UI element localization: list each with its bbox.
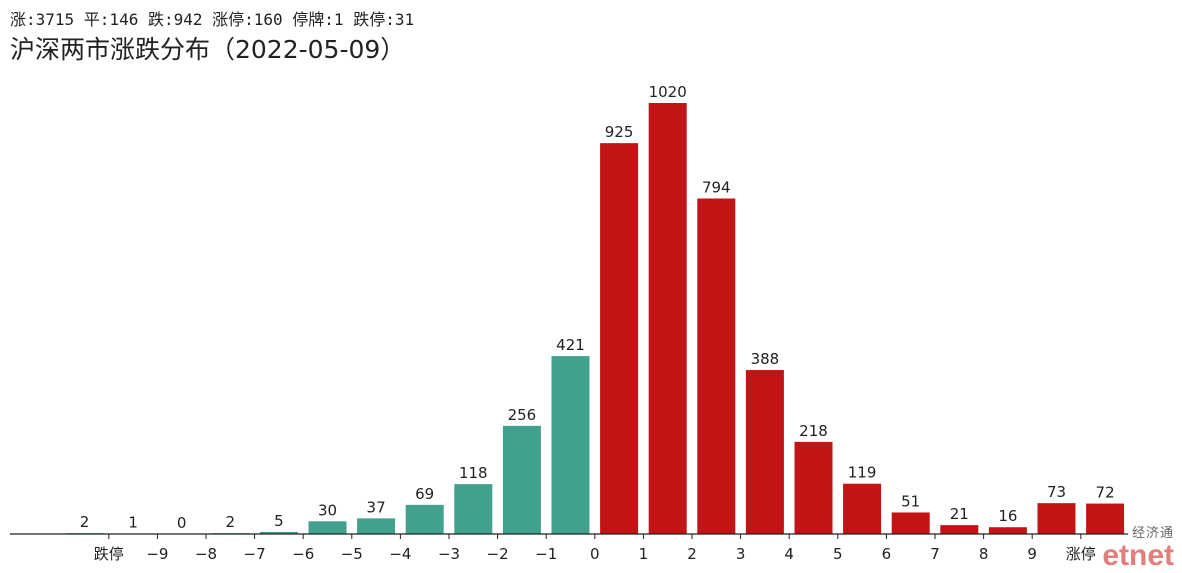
bar-value-label: 16 xyxy=(998,507,1017,525)
etnet-logo: 经济通 etnet xyxy=(1102,527,1174,571)
x-tick-label: −3 xyxy=(438,545,460,563)
x-tick-label: −9 xyxy=(146,545,168,563)
bar-value-label: 118 xyxy=(459,464,488,482)
logo-en-text: etnet xyxy=(1102,539,1174,572)
x-tick-label: −1 xyxy=(535,545,557,563)
bar-value-label: 5 xyxy=(274,512,284,530)
bar-value-label: 218 xyxy=(799,422,828,440)
bar-8 xyxy=(454,484,493,534)
bar-5 xyxy=(308,521,347,534)
bar-9 xyxy=(502,425,541,534)
bar-value-label: 388 xyxy=(751,350,780,368)
x-tick-label: −2 xyxy=(487,545,509,563)
x-tick-label: 8 xyxy=(979,545,989,563)
bar-10 xyxy=(551,356,590,534)
logo-cn-text: 经济通 xyxy=(1131,526,1174,541)
x-tick-label: 1 xyxy=(639,545,649,563)
bar-value-label: 72 xyxy=(1096,484,1115,502)
x-tick-label: 5 xyxy=(833,545,843,563)
bar-value-label: 256 xyxy=(508,406,537,424)
bar-20 xyxy=(1037,503,1076,534)
bar-18 xyxy=(940,525,979,534)
bar-11 xyxy=(600,143,639,534)
bar-7 xyxy=(405,504,444,534)
x-tick-label: 9 xyxy=(1027,545,1037,563)
bar-12 xyxy=(648,103,687,534)
x-tick-label: 6 xyxy=(882,545,892,563)
bar-17 xyxy=(891,512,930,534)
bar-15 xyxy=(794,441,833,534)
bars-group xyxy=(65,103,1125,534)
bar-value-label: 925 xyxy=(605,123,634,141)
x-tick-label: 2 xyxy=(687,545,697,563)
bar-value-label: 51 xyxy=(901,492,920,510)
bar-value-label: 2 xyxy=(80,513,90,531)
bar-value-label: 30 xyxy=(318,501,337,519)
bar-4 xyxy=(259,531,298,534)
x-tick-label: 3 xyxy=(736,545,746,563)
x-tick-label: 7 xyxy=(930,545,940,563)
bar-6 xyxy=(357,518,396,534)
chart-title: 沪深两市涨跌分布（2022-05-09） xyxy=(10,35,406,64)
x-tick-label: 4 xyxy=(784,545,794,563)
x-tick-label: −4 xyxy=(389,545,411,563)
summary-stats: 涨:3715 平:146 跌:942 涨停:160 停牌:1 跌停:31 xyxy=(10,10,415,29)
bar-21 xyxy=(1086,503,1125,534)
bar-value-label: 421 xyxy=(556,336,585,354)
bar-labels-group: 2 1 0 2 530 376911825642192510207943882181195… xyxy=(80,83,1115,532)
bar-value-label: 1020 xyxy=(649,83,687,101)
x-tick-label: −7 xyxy=(244,545,266,563)
x-tick-label: −6 xyxy=(292,545,314,563)
bar-16 xyxy=(843,483,882,534)
bar-value-label: 69 xyxy=(415,485,434,503)
x-tick-label: 0 xyxy=(590,545,600,563)
bar-value-label: 0 xyxy=(177,514,187,532)
bar-value-label: 2 xyxy=(226,513,236,531)
bar-value-label: 21 xyxy=(950,505,969,523)
x-tick-label: 跌停 xyxy=(94,545,124,563)
x-tick-label: −5 xyxy=(341,545,363,563)
x-tick-label: 涨停 xyxy=(1066,545,1096,563)
bar-value-label: 119 xyxy=(848,464,877,482)
bar-value-label: 73 xyxy=(1047,483,1066,501)
bar-value-label: 1 xyxy=(128,514,138,532)
x-axis-ticks: 跌停 −9 −8 −7 −6 −5 −4 −3 −2 −1 0 1 2 3 4 5 6 7 8 9 涨停 xyxy=(94,534,1096,563)
bar-19 xyxy=(988,527,1027,534)
bar-value-label: 794 xyxy=(702,178,731,196)
bar-value-label: 37 xyxy=(367,498,386,516)
bar-13 xyxy=(697,198,736,534)
x-tick-label: −8 xyxy=(195,545,217,563)
bar-14 xyxy=(745,370,784,534)
